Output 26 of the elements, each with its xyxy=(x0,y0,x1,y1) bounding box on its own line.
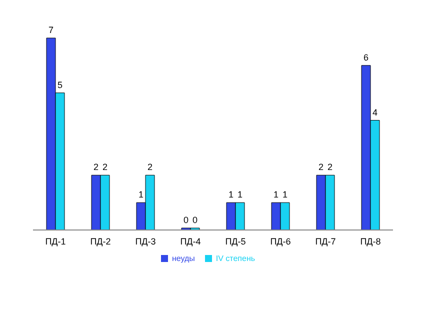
data-label: 5 xyxy=(57,80,63,90)
legend-label: IV степень xyxy=(216,254,256,263)
x-tick-label: ПД-6 xyxy=(270,236,291,246)
data-label: 1 xyxy=(273,190,279,200)
data-label: 1 xyxy=(282,190,288,200)
x-tick-label: ПД-5 xyxy=(225,236,246,246)
x-tick-label: ПД-3 xyxy=(135,236,156,246)
data-label: 6 xyxy=(363,52,369,62)
data-label: 2 xyxy=(147,162,153,172)
data-label: 2 xyxy=(93,162,99,172)
x-tick-label: ПД-2 xyxy=(90,236,111,246)
data-label: 4 xyxy=(372,107,378,118)
data-label: 1 xyxy=(228,190,234,200)
data-label: 1 xyxy=(138,190,144,200)
data-label: 1 xyxy=(237,190,243,200)
data-label: 0 xyxy=(183,215,189,225)
data-label: 2 xyxy=(327,162,333,172)
x-tick-label: ПД-8 xyxy=(360,236,381,246)
x-tick-label: ПД-4 xyxy=(180,236,201,246)
data-label: 2 xyxy=(102,162,108,172)
x-tick-label: ПД-1 xyxy=(45,236,66,246)
x-tick-label: ПД-7 xyxy=(315,236,336,246)
data-label: 2 xyxy=(318,162,324,172)
data-label: 0 xyxy=(192,215,198,225)
data-label: 7 xyxy=(48,25,54,35)
legend-label: неуды xyxy=(172,254,195,263)
